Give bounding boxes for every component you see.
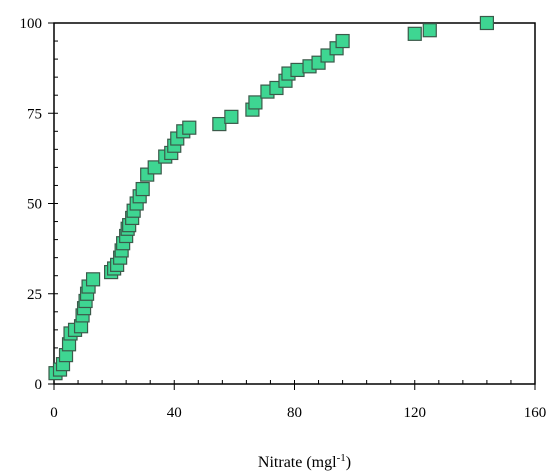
data-point — [479, 15, 494, 31]
data-point — [335, 33, 350, 49]
y-tick-label: 100 — [20, 16, 43, 32]
y-tick-label: 75 — [27, 106, 42, 122]
x-axis-title-main: Nitrate (mgl — [258, 454, 337, 471]
data-point — [248, 95, 263, 110]
data-point — [407, 26, 422, 41]
y-tick-label: 50 — [27, 197, 42, 213]
x-tick-label: 40 — [167, 405, 182, 421]
x-axis-title-superscript: -1 — [337, 452, 346, 464]
axis-ticks — [48, 22, 536, 390]
data-point — [290, 62, 305, 78]
y-tick-label: 25 — [27, 287, 42, 303]
x-tick-label: 80 — [287, 405, 302, 421]
data-point — [182, 120, 197, 135]
data-point — [147, 160, 162, 175]
data-points — [48, 15, 494, 381]
data-point — [212, 116, 227, 132]
data-point — [422, 23, 437, 38]
x-tick-label: 120 — [404, 405, 427, 421]
x-tick-label: 0 — [50, 405, 58, 421]
y-tick-label: 0 — [35, 377, 43, 393]
x-axis-title: Nitrate (mgl-1) — [258, 452, 351, 471]
tick-labels: 0 40 80 120 160 0 25 50 75 100 — [20, 16, 547, 421]
x-tick-label: 160 — [524, 405, 547, 421]
data-point — [224, 109, 239, 124]
x-axis-title-suffix: ) — [346, 454, 351, 471]
data-point — [135, 181, 150, 197]
plot-area — [48, 15, 536, 390]
data-point — [85, 272, 101, 287]
